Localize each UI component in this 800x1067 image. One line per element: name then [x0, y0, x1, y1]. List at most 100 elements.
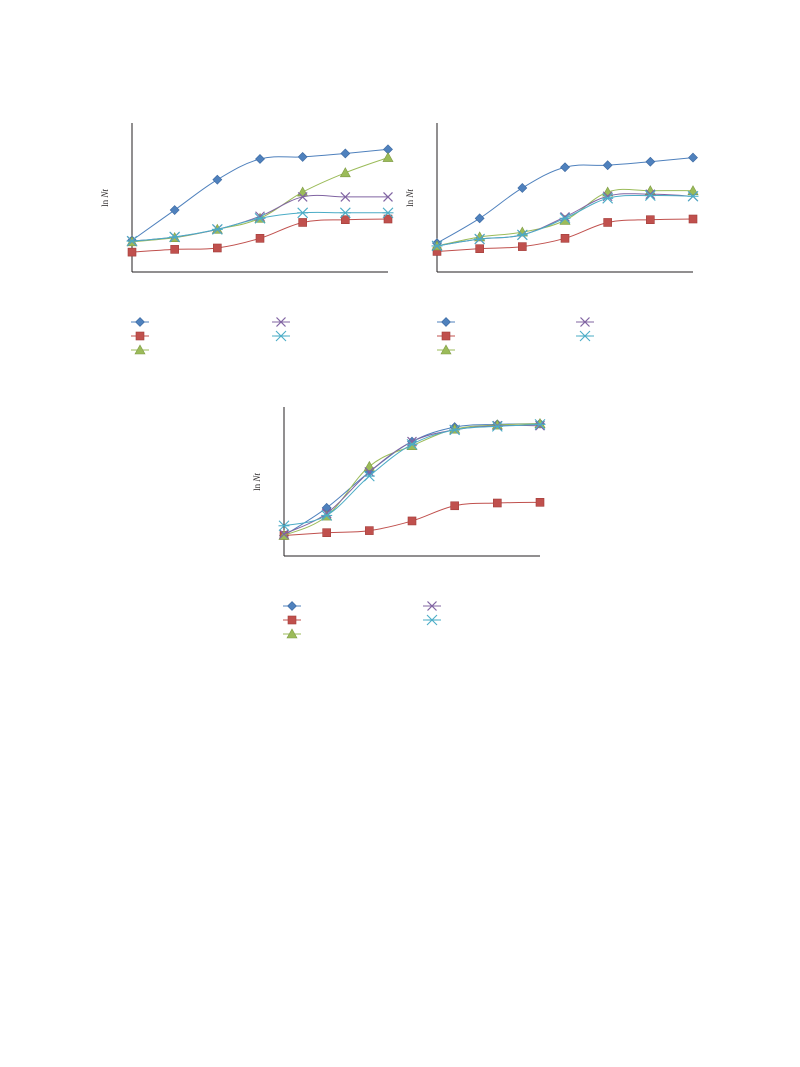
data-point-square	[213, 243, 222, 253]
marker-stroke	[276, 317, 286, 327]
data-point-diamond	[645, 156, 656, 167]
series-3	[126, 151, 394, 247]
marker-stroke	[427, 601, 437, 611]
data-point-asterisk	[602, 192, 614, 204]
data-point-asterisk	[406, 438, 418, 450]
data-point-x	[364, 467, 375, 477]
data-point-triangle	[297, 186, 309, 197]
series-5	[278, 418, 546, 532]
legend-entry-4	[423, 601, 441, 611]
legend-entry-2	[131, 331, 149, 341]
data-point-triangle	[687, 185, 699, 196]
data-point-asterisk	[559, 212, 571, 224]
data-point-square	[298, 218, 307, 227]
data-point-diamond	[688, 152, 698, 163]
data-point-diamond	[560, 162, 570, 173]
legend-entry-3	[131, 344, 149, 355]
data-point-asterisk	[474, 233, 486, 245]
data-point-asterisk	[687, 190, 699, 202]
data-point-triangle	[449, 423, 461, 434]
data-point-square	[322, 528, 331, 537]
legend-entry-4	[576, 317, 594, 327]
marker-stroke	[279, 529, 289, 539]
legend-marker-x	[427, 601, 437, 611]
series-5	[126, 207, 394, 247]
legend	[437, 317, 594, 355]
legend-entry-5	[576, 330, 594, 342]
legend-marker-diamond	[287, 601, 297, 611]
legend-marker-square	[287, 615, 297, 625]
y-axis-label-prefix: ln	[100, 198, 110, 207]
marker-stroke	[340, 192, 351, 202]
legend-marker-asterisk	[579, 330, 591, 342]
data-point-square	[341, 215, 350, 224]
data-point-asterisk	[211, 223, 223, 235]
data-point-x	[297, 192, 308, 202]
data-point-diamond	[297, 151, 308, 162]
data-point-asterisk	[321, 510, 333, 521]
data-point-square	[688, 214, 698, 224]
y-axis-label: ln Nt	[405, 189, 415, 207]
data-point-x	[340, 192, 351, 202]
data-point-asterisk	[382, 207, 394, 219]
data-point-diamond	[474, 213, 485, 224]
data-point-asterisk	[516, 229, 528, 241]
legend-marker-asterisk	[426, 614, 438, 626]
legend-entry-1	[131, 317, 149, 327]
series-2	[127, 214, 393, 257]
series-5	[431, 190, 699, 252]
y-axis-label-prefix: ln	[252, 482, 262, 491]
data-point-square	[127, 247, 137, 257]
data-point-asterisk	[254, 212, 266, 224]
y-axis-label: ln Nt	[252, 473, 262, 491]
data-point-x	[279, 529, 289, 539]
data-point-diamond	[340, 148, 351, 159]
data-point-square	[407, 516, 417, 526]
legend-marker-square	[135, 331, 145, 341]
data-point-asterisk	[491, 421, 503, 432]
data-point-asterisk	[644, 190, 656, 201]
data-point-asterisk	[297, 207, 309, 219]
legend-marker-square	[441, 331, 451, 341]
legend-marker-triangle	[134, 344, 146, 355]
marker-stroke	[321, 508, 332, 519]
legend-entry-2	[283, 615, 301, 625]
data-point-diamond	[602, 160, 613, 171]
data-point-diamond	[169, 205, 180, 215]
legend-entry-3	[437, 344, 455, 355]
legend-marker-triangle	[440, 344, 452, 355]
legend-entry-4	[272, 317, 290, 327]
legend-marker-x	[276, 317, 286, 327]
data-point-asterisk	[278, 520, 290, 532]
series-1	[432, 152, 698, 249]
data-point-asterisk	[363, 470, 375, 482]
data-point-square	[450, 501, 459, 511]
data-point-diamond	[212, 174, 223, 185]
data-point-square	[475, 244, 484, 253]
data-point-asterisk	[449, 424, 461, 436]
series-line	[131, 157, 389, 243]
data-point-triangle	[382, 151, 394, 162]
data-point-square	[535, 498, 545, 507]
legend-entry-3	[283, 628, 301, 639]
data-point-asterisk	[169, 231, 181, 243]
data-point-square	[560, 234, 570, 243]
series-2	[432, 214, 698, 256]
data-point-x	[383, 192, 393, 202]
y-axis-label-variable: Nt	[252, 473, 262, 483]
data-point-square	[383, 214, 393, 224]
legend	[283, 601, 441, 639]
series-1	[127, 144, 393, 246]
data-point-square	[646, 215, 655, 224]
chart-panel-1: ln Nt	[100, 123, 394, 355]
legend-marker-asterisk	[275, 330, 287, 342]
legend-marker-diamond	[441, 317, 451, 327]
data-point-x	[645, 189, 656, 200]
data-point-asterisk	[431, 240, 443, 252]
marker-stroke	[297, 192, 308, 202]
marker-stroke	[383, 192, 393, 202]
legend-entry-1	[283, 601, 301, 611]
legend-marker-triangle	[286, 628, 298, 639]
